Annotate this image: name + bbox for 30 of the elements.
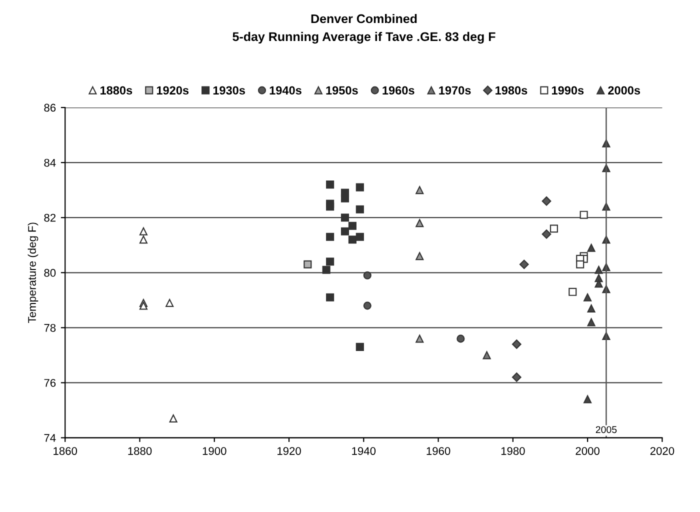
y-axis-title: Temperature (deg F) bbox=[28, 222, 38, 324]
x-tick-label: 1940 bbox=[352, 447, 376, 455]
legend-label: 1920s bbox=[156, 86, 189, 95]
legend-label: 1940s bbox=[270, 86, 302, 95]
legend-label: 1930s bbox=[213, 86, 245, 95]
chart-subtitle: 5-day Running Average if Tave .GE. 83 deg F bbox=[232, 32, 496, 44]
legend-label: 1950s bbox=[326, 86, 358, 95]
x-tick-label: 1900 bbox=[202, 447, 226, 455]
legend-label: 1980s bbox=[496, 86, 528, 95]
legend-label: 1970s bbox=[439, 86, 471, 95]
legend-label: 2000s bbox=[608, 86, 640, 95]
legend-label: 1880s bbox=[100, 86, 132, 95]
x-tick-label: 1960 bbox=[426, 447, 450, 455]
x-tick-label: 1860 bbox=[54, 447, 78, 455]
x-tick-label: 1880 bbox=[128, 447, 152, 455]
y-tick-label: 78 bbox=[44, 324, 56, 332]
y-tick-label: 76 bbox=[44, 378, 56, 387]
ref-line-label: 2005 bbox=[596, 426, 617, 434]
legend-label: 1960s bbox=[382, 86, 414, 95]
y-tick-label: 74 bbox=[44, 434, 56, 442]
x-tick-label: 2020 bbox=[650, 447, 674, 455]
y-tick-label: 86 bbox=[44, 104, 56, 112]
x-tick-label: 1920 bbox=[278, 447, 301, 455]
x-tick-label: 2000 bbox=[576, 447, 600, 455]
y-tick-label: 80 bbox=[44, 268, 56, 277]
legend-label: 1990s bbox=[552, 86, 584, 95]
chart-title: Denver Combined bbox=[311, 14, 417, 24]
x-tick-label: 1980 bbox=[501, 447, 525, 455]
y-tick-label: 82 bbox=[44, 214, 56, 222]
y-tick-label: 84 bbox=[44, 158, 56, 167]
